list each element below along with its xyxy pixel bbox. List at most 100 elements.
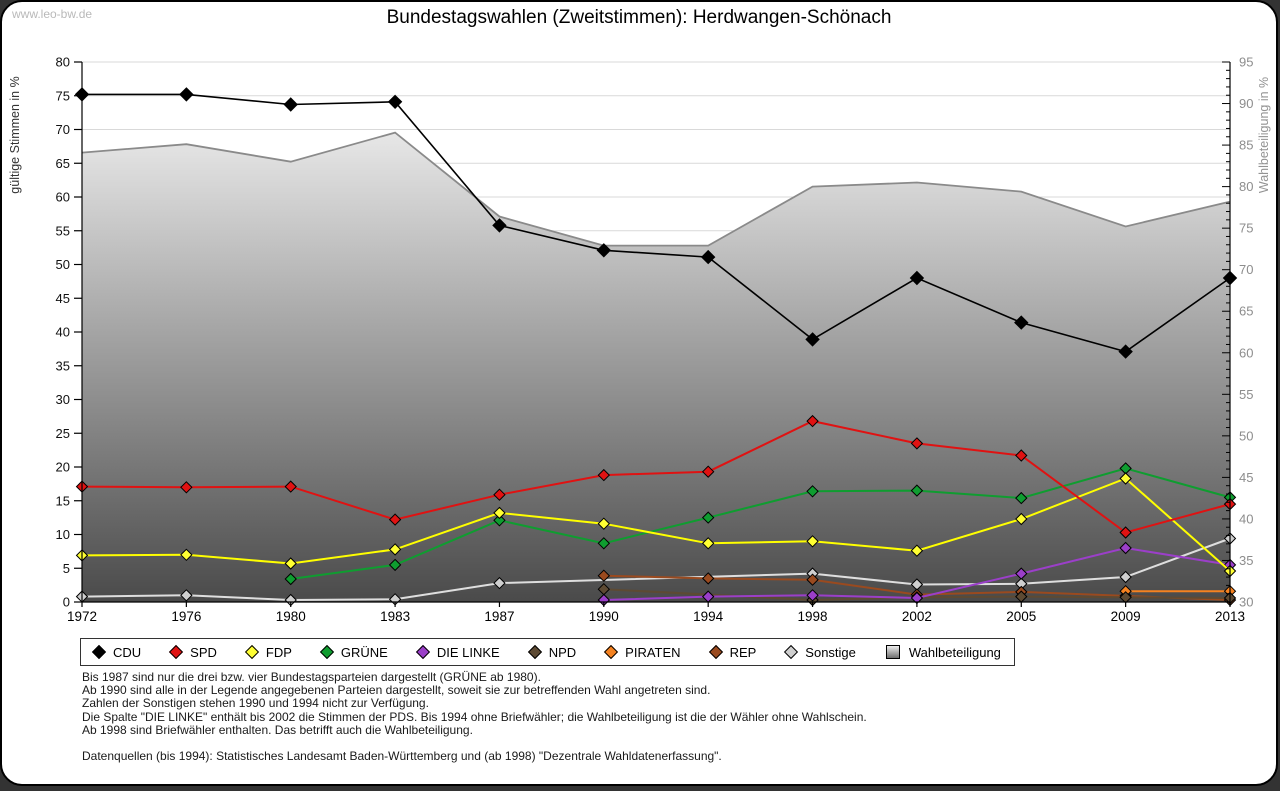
legend-label: Sonstige <box>805 644 856 660</box>
marker-cdu <box>596 243 612 258</box>
y-right-tick-label: 70 <box>1239 262 1253 277</box>
y-left-tick-label: 35 <box>56 358 70 373</box>
x-tick-label: 1994 <box>693 609 724 624</box>
footnote-line: Bis 1987 sind nur die drei bzw. vier Bun… <box>82 670 541 684</box>
y-left-tick-label: 75 <box>56 88 70 103</box>
marker-die-linke <box>1015 567 1028 580</box>
series-cdu <box>74 87 1238 359</box>
legend-item-rep: REP <box>708 644 757 660</box>
y-right-tick-label: 30 <box>1239 595 1253 610</box>
marker-fdp <box>388 543 402 556</box>
marker-cdu <box>700 249 716 265</box>
y-left-tick-label: 25 <box>56 426 70 441</box>
x-tick-label: 2013 <box>1215 609 1245 624</box>
footnote-line: Ab 1998 sind Briefwähler enthalten. Das … <box>82 722 473 737</box>
marker-spd <box>597 468 611 482</box>
marker-cdu <box>1118 344 1133 359</box>
marker-gr-ne <box>597 537 611 550</box>
marker-sonstige <box>180 589 193 602</box>
y-left-tick-label: 45 <box>56 291 70 306</box>
marker-fdp <box>284 557 297 570</box>
data-source-line: Datenquellen (bis 1994): Statistisches L… <box>82 749 722 763</box>
marker-fdp <box>1119 472 1132 485</box>
marker-cdu <box>492 218 507 233</box>
legend-item-sonstige: Sonstige <box>784 644 856 660</box>
legend-label: Wahlbeteiligung <box>908 644 1001 660</box>
y-right-tick-label: 40 <box>1239 511 1253 526</box>
y-right-tick-label: 50 <box>1239 428 1253 443</box>
legend-item-cdu: CDU <box>91 644 142 660</box>
legend-label: CDU <box>113 644 142 660</box>
marker-fdp <box>910 544 924 557</box>
y-left-tick-label: 60 <box>56 190 70 205</box>
marker-spd <box>701 465 715 478</box>
election-chart: 0 5 10 15 20 25 30 35 40 45 50 55 60 65 70 75 80 30 35 40 45… <box>8 55 1271 625</box>
legend-item-fdp: FDP <box>244 644 292 660</box>
y-left-tick-label: 30 <box>56 392 70 407</box>
legend-marker-rep <box>708 644 723 660</box>
series-gr-ne <box>284 462 1237 586</box>
marker-fdp <box>493 506 506 520</box>
legend-label: PIRATEN <box>625 644 681 660</box>
marker-gr-ne <box>701 511 715 524</box>
marker-cdu <box>909 270 925 286</box>
marker-fdp <box>180 548 193 562</box>
x-tick-label: 2002 <box>902 609 932 624</box>
x-tick-label: 2005 <box>1006 609 1036 624</box>
footnotes: Bis 1987 sind nur die drei bzw. vier Bun… <box>82 670 867 737</box>
legend-marker-spd <box>169 644 184 660</box>
watermark: www.leo-bw.de <box>12 7 93 21</box>
footnote-line: Die Spalte "DIE LINKE" enthält bis 2002 … <box>82 709 867 724</box>
footnote-line: Zahlen der Sonstigen stehen 1990 und 199… <box>82 696 429 711</box>
marker-fdp <box>1015 512 1028 526</box>
marker-rep <box>806 573 819 586</box>
axes: 0 5 10 15 20 25 30 35 40 45 50 55 60 65 70 75 80 30 35 40 45… <box>8 55 1271 625</box>
x-tick-label: 1976 <box>171 609 201 624</box>
y-left-tick-label: 50 <box>56 257 70 272</box>
series-die-linke <box>597 541 1237 607</box>
series-spd <box>75 414 1237 539</box>
marker-rep <box>701 572 715 585</box>
legend-item-piraten: PIRATEN <box>604 644 681 660</box>
y-right-tick-label: 85 <box>1239 138 1253 153</box>
y-left-tick-label: 20 <box>56 460 70 475</box>
page-title: Bundestagswahlen (Zweitstimmen): Herdwan… <box>386 7 892 28</box>
y-right-tick-label: 75 <box>1239 221 1253 236</box>
marker-gr-ne <box>1015 491 1028 505</box>
marker-cdu <box>387 94 403 110</box>
marker-spd <box>806 414 819 428</box>
legend-marker-fdp <box>244 644 259 660</box>
marker-sonstige <box>1119 570 1132 584</box>
marker-die-linke <box>1119 541 1132 555</box>
series-wahlbeteiligung <box>81 131 1231 602</box>
y-left-tick-label: 5 <box>63 561 70 576</box>
y-left-tick-label: 15 <box>56 493 70 508</box>
marker-cdu <box>179 87 194 102</box>
legend-marker-sonstige <box>784 644 799 660</box>
legend-marker-gr-ne <box>319 644 334 660</box>
legend-label: FDP <box>265 644 292 660</box>
x-tick-label: 1990 <box>589 609 619 624</box>
marker-spd <box>1119 526 1132 539</box>
legend-item-spd: SPD <box>169 644 217 660</box>
legend-swatch-wahlbeteiligung <box>885 645 900 659</box>
series-fdp <box>75 472 1237 578</box>
marker-fdp <box>597 517 611 530</box>
x-tick-label: 1987 <box>484 609 514 624</box>
legend-label: REP <box>729 644 757 660</box>
marker-die-linke <box>806 589 819 602</box>
y-left-tick-label: 10 <box>56 527 70 542</box>
marker-spd <box>388 513 402 526</box>
y-right-tick-label: 95 <box>1239 55 1253 70</box>
y-left-tick-label: 80 <box>56 55 70 70</box>
legend-item-die-linke: DIE LINKE <box>415 645 500 660</box>
legend-marker-cdu <box>91 644 107 660</box>
y-left-tick-label: 40 <box>56 325 70 340</box>
marker-gr-ne <box>910 484 924 497</box>
legend-label: GRÜNE <box>340 644 388 660</box>
marker-gr-ne <box>284 572 297 586</box>
y-left-tick-label: 0 <box>63 595 70 610</box>
marker-fdp <box>701 537 715 550</box>
legend-label: SPD <box>190 644 217 660</box>
